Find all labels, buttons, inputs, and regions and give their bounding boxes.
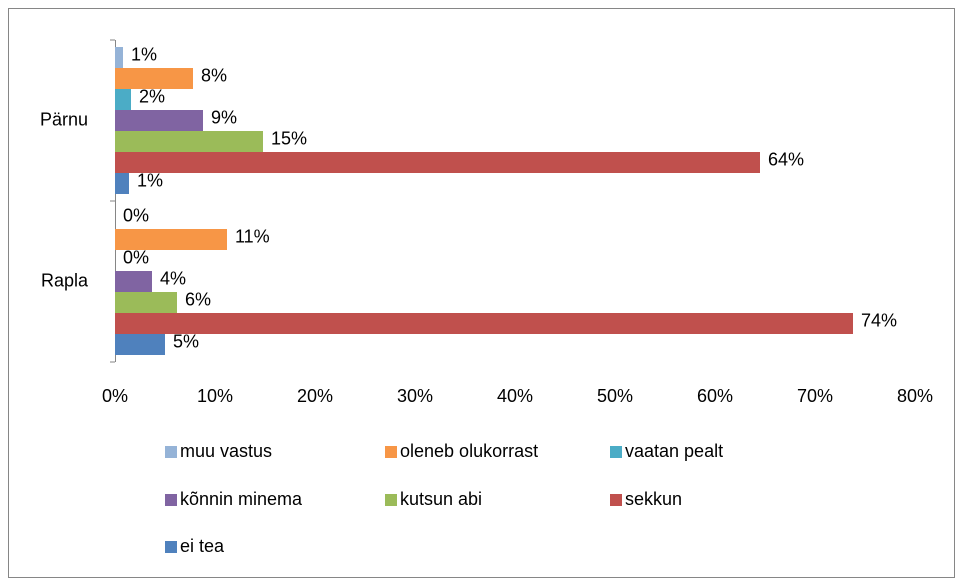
bar [115,229,227,250]
legend-swatch [165,541,177,553]
x-tick-label: 0% [102,386,128,406]
bar [115,68,193,89]
x-tick-label: 30% [397,386,433,406]
legend-label: muu vastus [180,441,272,461]
x-tick-label: 20% [297,386,333,406]
x-tick-label: 60% [697,386,733,406]
bar [115,131,263,152]
bar [115,110,203,131]
legend-swatch [385,446,397,458]
data-label: 6% [185,289,211,309]
x-tick-label: 80% [897,386,933,406]
legend-swatch [385,494,397,506]
data-label: 64% [768,149,804,169]
x-tick-label: 40% [497,386,533,406]
data-label: 74% [861,310,897,330]
x-tick-label: 10% [197,386,233,406]
bar [115,173,129,194]
x-tick-label: 50% [597,386,633,406]
legend-swatch [610,494,622,506]
legend-label: sekkun [625,489,682,509]
data-label: 15% [271,128,307,148]
bar [115,313,853,334]
data-label: 9% [211,107,237,127]
y-tick-label: Rapla [41,270,89,290]
legend-swatch [165,494,177,506]
data-label: 1% [131,44,157,64]
y-tick-label: Pärnu [40,109,88,129]
bar [115,47,123,68]
bar [115,292,177,313]
legend-label: kutsun abi [400,489,482,509]
data-label: 4% [160,268,186,288]
legend-label: ei tea [180,536,225,556]
legend-label: vaatan pealt [625,441,723,461]
bar [115,334,165,355]
legend-label: kõnnin minema [180,489,303,509]
data-label: 1% [137,170,163,190]
legend-label: oleneb olukorrast [400,441,538,461]
bar [115,152,760,173]
legend-swatch [610,446,622,458]
data-label: 0% [123,205,149,225]
x-tick-label: 70% [797,386,833,406]
legend-swatch [165,446,177,458]
bar [115,89,131,110]
data-label: 5% [173,331,199,351]
data-label: 2% [139,86,165,106]
bar [115,271,152,292]
data-label: 11% [235,226,270,246]
data-label: 0% [123,247,149,267]
data-label: 8% [201,65,227,85]
